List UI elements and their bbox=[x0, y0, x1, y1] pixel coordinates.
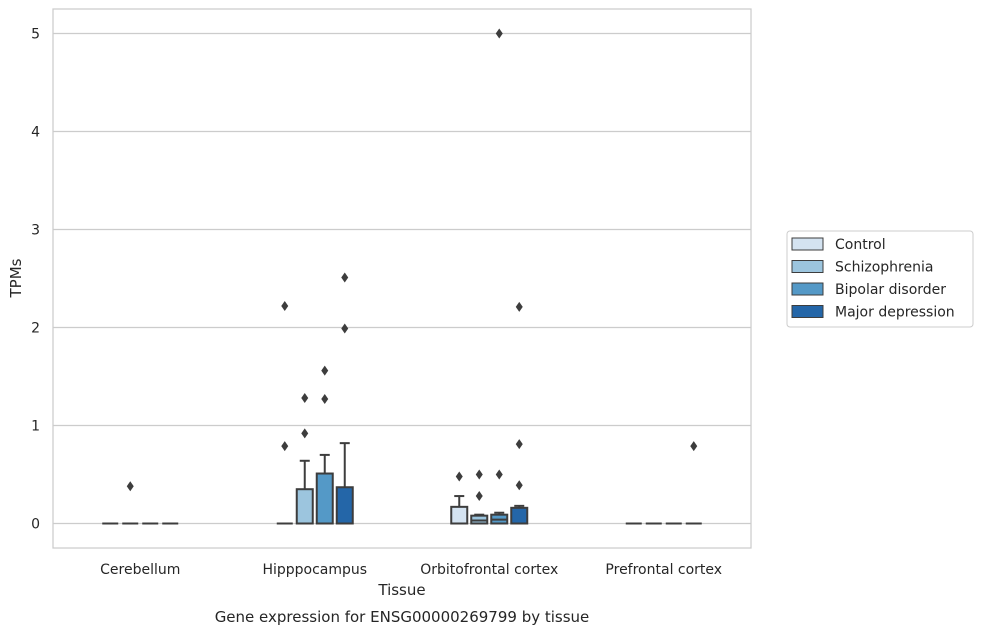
outlier-point bbox=[455, 471, 463, 482]
outlier-point bbox=[515, 301, 523, 312]
box-body bbox=[335, 486, 354, 525]
outlier-point bbox=[321, 365, 329, 376]
y-tick-label: 1 bbox=[31, 419, 40, 435]
plot-frame bbox=[52, 8, 752, 549]
box-schizophrenia bbox=[122, 481, 139, 525]
box-schizophrenia bbox=[295, 393, 314, 525]
outlier-point bbox=[475, 469, 483, 480]
outlier-point bbox=[281, 300, 289, 311]
legend-label: Major depression bbox=[835, 305, 955, 321]
y-tick-label: 4 bbox=[31, 125, 40, 141]
outlier-point bbox=[321, 394, 329, 405]
y-tick-label: 3 bbox=[31, 223, 40, 239]
legend-swatch bbox=[791, 305, 824, 318]
box-body bbox=[295, 488, 314, 525]
x-tick-label: Orbitofrontal cortex bbox=[420, 562, 558, 578]
outlier-point bbox=[690, 441, 698, 452]
legend-label: Control bbox=[835, 237, 886, 253]
y-tick-labels: 0 1 2 3 4 5 bbox=[31, 27, 40, 533]
outlier-point bbox=[341, 323, 349, 334]
outlier-point bbox=[495, 28, 503, 39]
box-control bbox=[450, 471, 469, 525]
outlier-point bbox=[126, 481, 134, 492]
box-major-depression bbox=[335, 272, 354, 525]
x-tick-label: Prefrontal cortex bbox=[605, 562, 722, 578]
outlier-point bbox=[495, 469, 503, 480]
legend-swatch bbox=[791, 282, 824, 296]
legend-swatch bbox=[791, 260, 824, 273]
outlier-point bbox=[515, 480, 523, 491]
legend: Control Schizophrenia Bipolar disorder Majo… bbox=[786, 230, 974, 328]
outlier-point bbox=[281, 441, 289, 452]
legend-label: Bipolar disorder bbox=[835, 282, 946, 298]
outlier-point bbox=[301, 428, 309, 439]
box-major-depression bbox=[510, 301, 529, 525]
outlier-point bbox=[341, 272, 349, 283]
x-axis-label: Tissue bbox=[377, 581, 425, 599]
legend-label: Schizophrenia bbox=[835, 260, 933, 276]
box-body bbox=[450, 505, 469, 525]
y-tick-label: 2 bbox=[31, 321, 40, 337]
legend-frame bbox=[786, 230, 974, 328]
x-tick-label: Hipppocampus bbox=[262, 562, 367, 578]
outlier-point bbox=[515, 439, 523, 450]
box-schizophrenia bbox=[470, 469, 489, 525]
box-bipolar-disorder bbox=[315, 365, 334, 525]
y-tick-label: 0 bbox=[31, 517, 40, 533]
box-bipolar-disorder bbox=[490, 28, 509, 525]
legend-swatch bbox=[791, 237, 824, 251]
box-body bbox=[510, 506, 529, 525]
x-tick-labels: Cerebellum Hipppocampus Orbitofrontal cort… bbox=[100, 562, 722, 578]
box-body bbox=[315, 472, 334, 525]
chart-caption: Gene expression for ENSG00000269799 by t… bbox=[215, 608, 590, 626]
box-control bbox=[276, 300, 293, 525]
box-plot-marks bbox=[102, 28, 702, 525]
gridlines bbox=[53, 32, 751, 525]
y-axis-label: TPMs bbox=[7, 258, 25, 298]
outlier-point bbox=[475, 491, 483, 502]
y-tick-label: 5 bbox=[31, 27, 40, 43]
outlier-point bbox=[301, 393, 309, 404]
x-tick-label: Cerebellum bbox=[100, 562, 180, 578]
box-major-depression bbox=[685, 441, 702, 525]
